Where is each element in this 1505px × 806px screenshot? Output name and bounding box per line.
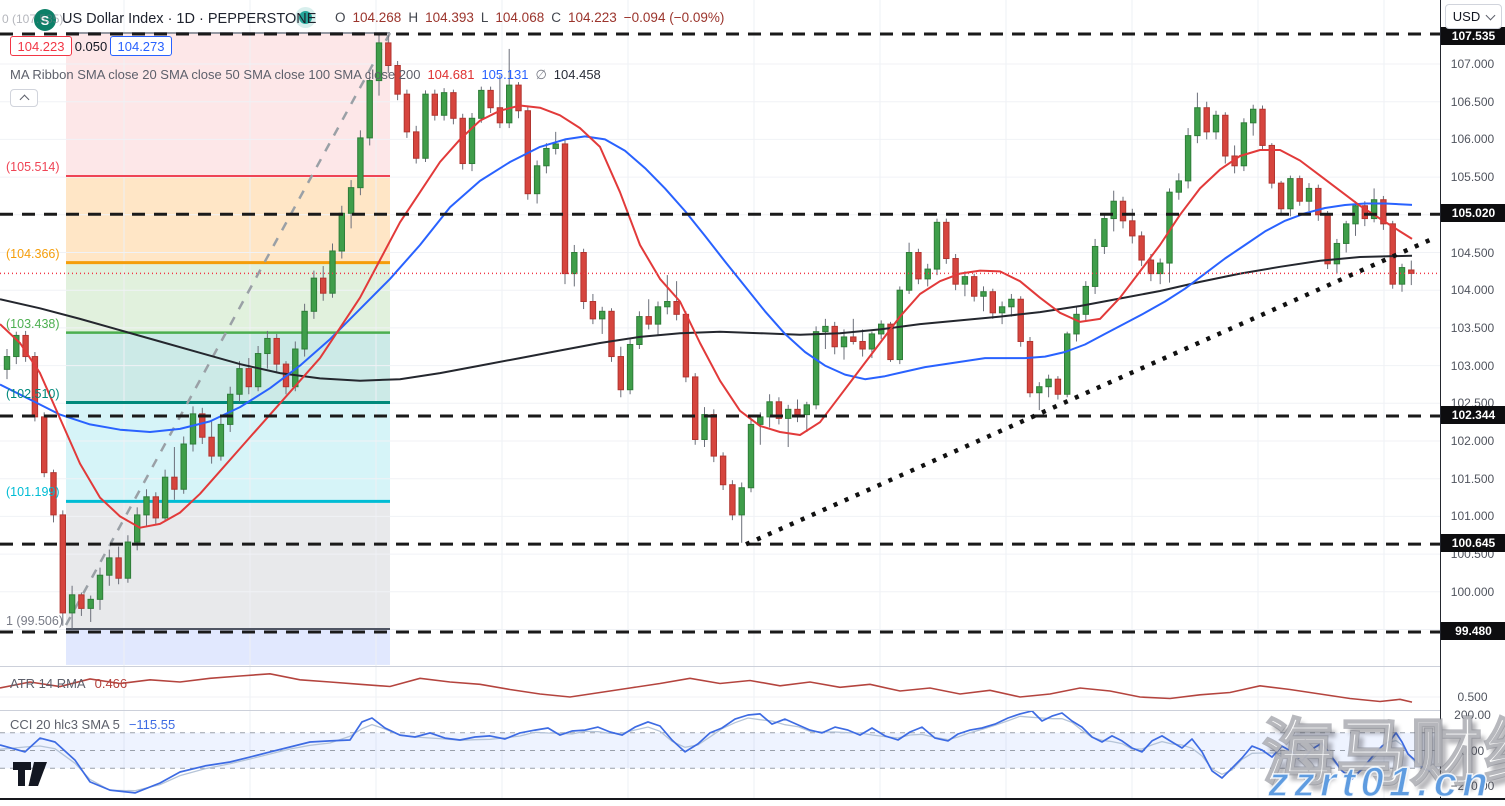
fib-label[interactable]: 1 (99.506)	[6, 614, 63, 629]
candlestick-series	[3, 33, 1415, 629]
fib-label[interactable]: (101.199)	[6, 485, 60, 500]
collapse-legend-button[interactable]	[10, 89, 38, 107]
currency-button[interactable]: USD	[1445, 4, 1502, 29]
price-axis[interactable]: USD 107.000 106.500 106.000 105.500 104.500 1…	[1440, 0, 1505, 798]
dotted-trendline[interactable]	[745, 236, 1435, 547]
pane-separator-atr[interactable]	[0, 666, 1505, 667]
price-tick: 105.500	[1450, 170, 1495, 185]
ohlc-low: 104.068	[495, 10, 545, 25]
cci-tick: 200.00	[1454, 708, 1491, 722]
buy-button[interactable]: 104.273	[110, 36, 172, 56]
ohlc-close: 104.223	[567, 10, 617, 25]
time-axis-edge[interactable]	[0, 798, 1505, 800]
price-tick: 102.000	[1450, 434, 1495, 448]
price-tick: 104.500	[1450, 245, 1495, 260]
price-tick: 106.500	[1450, 94, 1495, 109]
price-tag: 107.535	[1441, 27, 1505, 45]
watermark-url: zzrt01.cn	[1267, 757, 1493, 806]
trade-widget: 104.223 0.050 104.273	[10, 36, 172, 56]
atr-tick: 0.500	[1457, 690, 1488, 704]
chevron-down-icon	[1485, 10, 1496, 20]
ohlc-row: O 104.268 H 104.393 L 104.068 C 104.223 …	[335, 10, 724, 25]
fib-label[interactable]: (104.366)	[6, 246, 60, 261]
market-status-icon[interactable]	[299, 11, 312, 24]
fib-zero-label: 0 (107.535)	[2, 12, 64, 26]
currency-label: USD	[1452, 9, 1481, 24]
ohlc-letter-h: H	[408, 10, 419, 25]
ma-value: 104.458	[553, 67, 601, 82]
symbol-title[interactable]: US Dollar Index · 1D · PEPPERSTONE	[62, 11, 317, 27]
atr-value: 0.466	[94, 676, 128, 691]
price-tag: 105.020	[1441, 204, 1505, 223]
price-tick: 103.000	[1450, 358, 1495, 373]
cci-line[interactable]	[0, 710, 1433, 794]
ma-value: 104.681	[427, 67, 475, 82]
chart-canvas[interactable]	[0, 0, 1440, 800]
price-tag: 100.645	[1441, 534, 1505, 553]
ma-ribbon-legend[interactable]: MA Ribbon SMA close 20 SMA close 50 SMA …	[10, 67, 601, 83]
sma20-line[interactable]	[0, 104, 1413, 529]
price-tick: 103.500	[1450, 320, 1495, 335]
sell-button[interactable]: 104.223	[10, 36, 72, 56]
fib-bands	[66, 33, 390, 665]
ohlc-high: 104.393	[425, 10, 474, 25]
fib-baseline-trendline[interactable]	[64, 32, 392, 626]
chevron-up-icon	[19, 94, 29, 105]
price-tag: 99.480	[1441, 622, 1505, 640]
ohlc-open: 104.268	[352, 10, 402, 25]
ma-value: 105.131	[481, 67, 529, 82]
grid	[0, 0, 1440, 798]
price-tick: 106.000	[1450, 132, 1495, 147]
spread-value: 0.050	[74, 38, 108, 54]
cci-value: −115.55	[128, 717, 176, 732]
fib-label[interactable]: (102.510)	[6, 386, 60, 401]
fib-label[interactable]: (103.438)	[6, 316, 60, 331]
sma50-line[interactable]	[0, 135, 1413, 433]
price-tick: 107.000	[1450, 57, 1495, 71]
fib-label[interactable]: (105.514)	[6, 160, 60, 175]
atr-legend[interactable]: ATR 14 RMA 0.466	[10, 676, 127, 691]
cci-name: CCI 20 hlc3 SMA 5	[10, 717, 120, 732]
price-tick: 100.000	[1450, 584, 1495, 599]
ohlc-letter-l: L	[480, 10, 489, 25]
sma200-line[interactable]	[0, 254, 1413, 382]
cci-tick: 0.00	[1460, 743, 1485, 758]
price-tick: 101.000	[1450, 509, 1495, 524]
ohlc-change: −0.094 (−0.09%)	[623, 10, 725, 25]
price-tag: 102.344	[1441, 406, 1505, 425]
cci-legend[interactable]: CCI 20 hlc3 SMA 5 −115.55	[10, 717, 175, 732]
price-tick: 101.500	[1450, 471, 1495, 486]
dashed-price-levels[interactable]	[0, 32, 1440, 634]
watermark-text: 海马财经	[1261, 713, 1505, 795]
symbol-logo-letter: S	[40, 12, 50, 28]
atr-name: ATR 14 RMA	[10, 676, 86, 691]
symbol-logo[interactable]: S	[34, 9, 56, 31]
ma-value: ∅	[535, 67, 547, 82]
ohlc-letter-c: C	[551, 10, 561, 25]
ma-ribbon-title: MA Ribbon SMA close 20 SMA close 50 SMA …	[10, 67, 421, 82]
price-tick: 104.000	[1450, 283, 1495, 298]
tradingview-logo-icon[interactable]	[12, 760, 50, 788]
pane-separator-cci[interactable]	[0, 710, 1505, 711]
cci-tick: −200.00	[1450, 779, 1495, 793]
atr-line[interactable]	[0, 672, 1413, 703]
ohlc-letter-o: O	[335, 10, 346, 25]
